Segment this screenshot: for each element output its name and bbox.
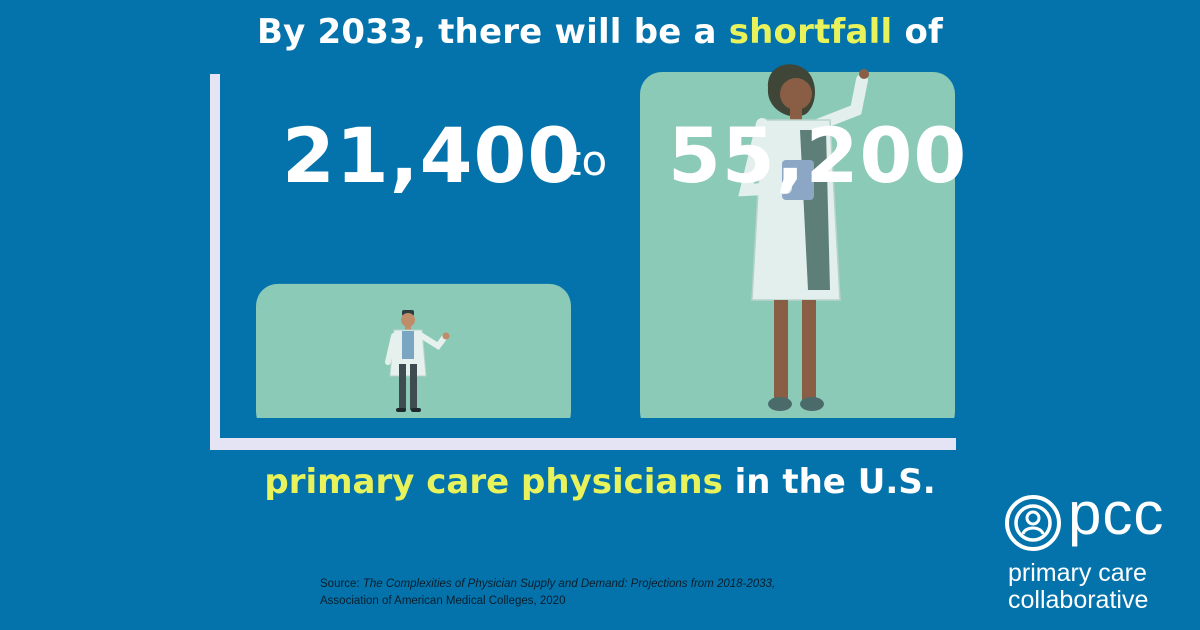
y-axis-line xyxy=(210,74,220,450)
footline: primary care physicians in the U.S. xyxy=(0,462,1200,502)
logo-line-2: collaborative xyxy=(1008,586,1149,614)
pcc-logo: pcc primary care collaborative xyxy=(1000,484,1190,620)
value-label-low: 21,400 xyxy=(282,111,582,200)
headline-suffix: of xyxy=(904,12,943,52)
source-citation: Source: The Complexities of Physician Su… xyxy=(320,576,880,610)
source-prefix: Source: xyxy=(320,578,360,590)
x-axis-line xyxy=(210,438,956,450)
source-publisher: Association of American Medical Colleges… xyxy=(320,595,566,607)
headline-highlight: shortfall xyxy=(728,12,893,52)
value-label-high: 55,200 xyxy=(668,111,968,200)
headline: By 2033, there will be a shortfall of xyxy=(0,12,1200,52)
logo-wordmark: pcc xyxy=(1068,480,1165,547)
connector-to: to xyxy=(565,136,608,185)
footline-suffix: in the U.S. xyxy=(734,462,936,502)
logo-subtitle: primary care collaborative xyxy=(1008,560,1148,614)
source-title: The Complexities of Physician Supply and… xyxy=(362,578,776,590)
footline-highlight: primary care physicians xyxy=(264,462,723,502)
headline-prefix: By 2033, there will be a xyxy=(257,12,717,52)
person-in-circle-icon xyxy=(1005,495,1061,551)
logo-line-1: primary care xyxy=(1008,559,1147,587)
